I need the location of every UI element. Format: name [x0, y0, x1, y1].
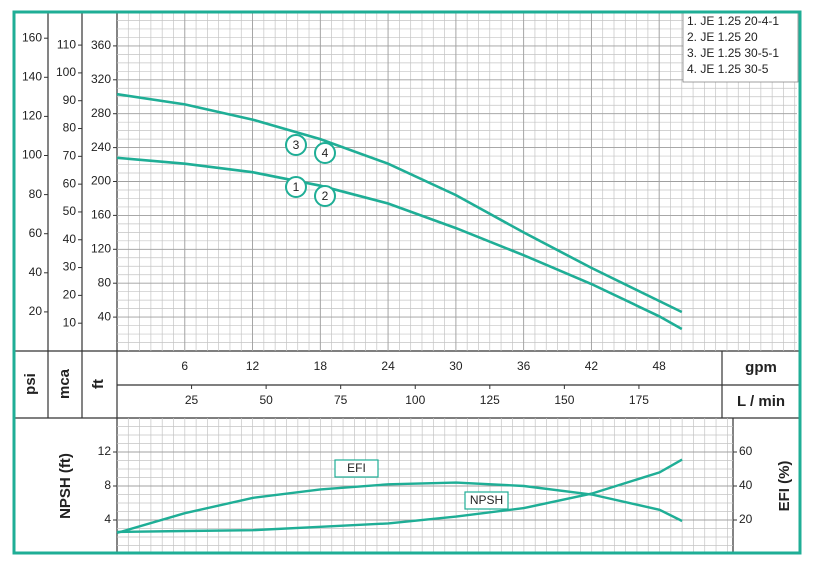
grid [117, 12, 797, 553]
curve-label-badge [285, 134, 307, 156]
y-tick-label: 40 [29, 265, 43, 279]
y-tick-label: 40 [98, 309, 112, 323]
axis-title: mca [56, 368, 73, 399]
curve [116, 156, 683, 331]
x2-tick-label: 50 [259, 393, 273, 407]
x-tick-label: 30 [449, 359, 463, 373]
y-tick-label: 120 [22, 109, 42, 123]
y2-tick-label: 20 [739, 512, 753, 526]
axis-title: EFI (%) [776, 461, 793, 512]
y-tick-label: 80 [29, 187, 43, 201]
y2-tick-label: 40 [739, 478, 753, 492]
legend-entry: 4. JE 1.25 30-5 [687, 62, 769, 76]
legend-entry: 1. JE 1.25 20-4-1 [687, 14, 779, 28]
y-tick-label: 10 [63, 315, 77, 329]
x-tick-label: 18 [314, 359, 328, 373]
curve-label-badge [285, 176, 307, 198]
curve-label-badge [314, 185, 336, 207]
x2-tick-label: 75 [334, 393, 348, 407]
curve-label: 2 [322, 189, 329, 203]
y-tick-label: 110 [57, 37, 76, 51]
y-tick-label: 160 [91, 208, 111, 222]
frame [14, 12, 800, 553]
curve-label: 4 [322, 146, 329, 160]
y-tick-label: 20 [63, 288, 77, 302]
y-tick-label: 60 [63, 176, 77, 190]
x-tick-label: 12 [246, 359, 260, 373]
x2-tick-label: 25 [185, 393, 199, 407]
curve [116, 92, 683, 314]
y-tick-label: 20 [29, 304, 43, 318]
axis-title: ft [90, 379, 107, 389]
curve-label: 3 [293, 138, 300, 152]
y-tick-label: 80 [63, 121, 77, 135]
legend-box [682, 11, 799, 83]
y-tick-label: 50 [63, 204, 77, 218]
series-label: EFI [347, 461, 366, 475]
y-tick-label: 90 [63, 93, 77, 107]
y-tick-label: 320 [91, 72, 111, 86]
y-tick-label: 12 [98, 444, 112, 458]
axis-title: gpm [745, 359, 777, 376]
x-tick-label: 24 [381, 359, 395, 373]
outer-border [12, 10, 802, 555]
y-tick-label: 240 [91, 140, 111, 154]
y-tick-label: 8 [104, 478, 111, 492]
legend-entry: 3. JE 1.25 30-5-1 [687, 46, 779, 60]
y-tick-label: 280 [91, 106, 111, 120]
axis-title: psi [22, 373, 39, 395]
curve [116, 458, 683, 534]
y-tick-label: 100 [56, 65, 76, 79]
x-tick-label: 48 [653, 359, 667, 373]
series-label: NPSH [470, 493, 503, 507]
y2-tick-label: 60 [739, 444, 753, 458]
x2-tick-label: 150 [554, 393, 574, 407]
series-label-box [334, 459, 379, 478]
axis-title: L / min [737, 393, 785, 410]
y-tick-label: 80 [98, 275, 112, 289]
x2-tick-label: 125 [480, 393, 500, 407]
x2-tick-label: 100 [405, 393, 425, 407]
y-tick-label: 360 [91, 38, 111, 52]
y-tick-label: 140 [22, 69, 42, 83]
axis-title: NPSH (ft) [57, 453, 74, 519]
legend-entry: 2. JE 1.25 20 [687, 30, 758, 44]
y-tick-label: 40 [63, 232, 77, 246]
curve-label-badge [314, 142, 336, 164]
y-tick-label: 200 [91, 174, 111, 188]
y-tick-label: 70 [63, 149, 77, 163]
y-tick-label: 100 [22, 148, 42, 162]
y-tick-label: 4 [104, 512, 111, 526]
y-tick-label: 30 [63, 260, 77, 274]
x-tick-label: 36 [517, 359, 531, 373]
curve-label: 1 [293, 180, 300, 194]
x-tick-label: 42 [585, 359, 599, 373]
y-tick-label: 160 [22, 30, 42, 44]
x-tick-label: 6 [181, 359, 188, 373]
series-label-box [464, 491, 509, 510]
y-tick-label: 60 [29, 226, 43, 240]
curve [116, 481, 683, 535]
y-tick-label: 120 [91, 241, 111, 255]
x2-tick-label: 175 [629, 393, 649, 407]
